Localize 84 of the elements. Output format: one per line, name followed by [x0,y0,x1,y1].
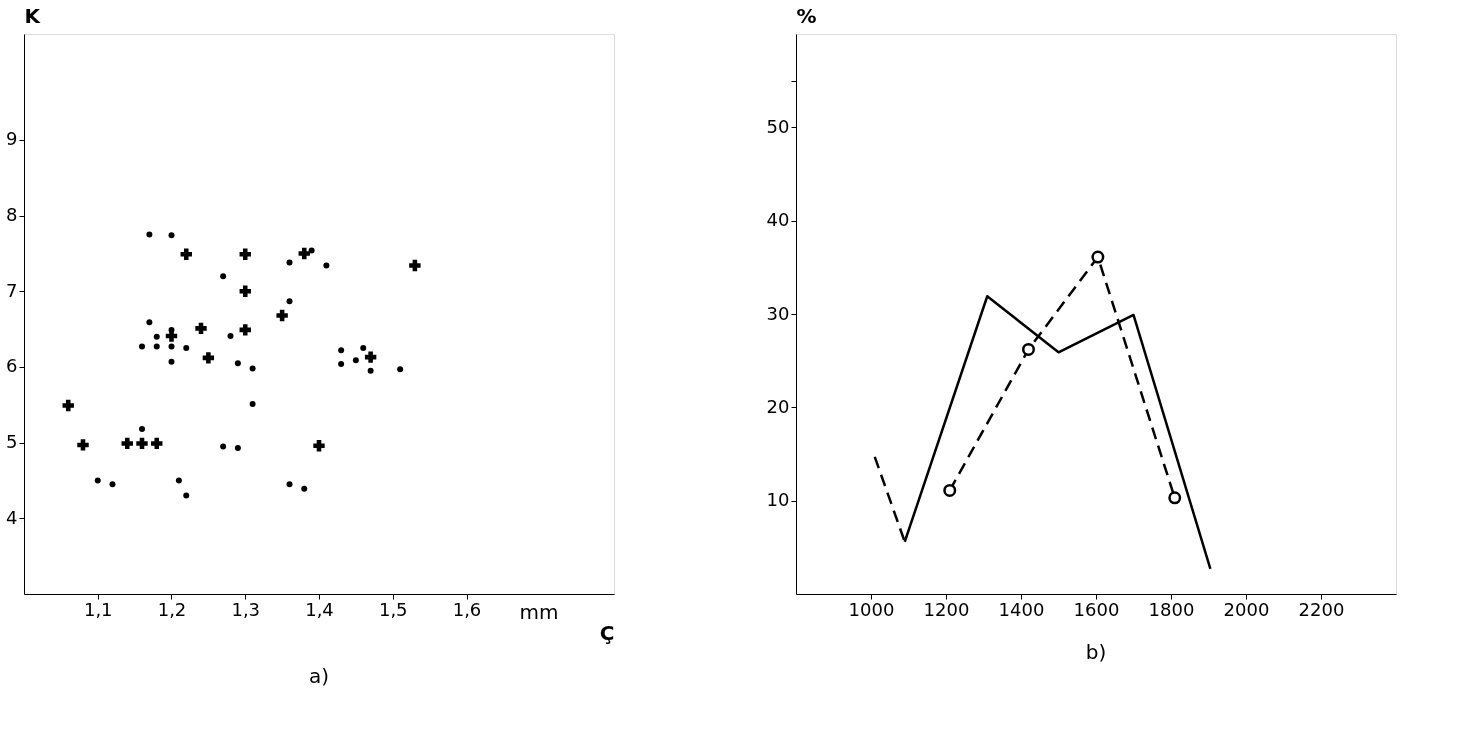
x-tick-label: 1600 [1073,598,1120,620]
point [153,333,160,340]
point [397,366,404,373]
y-tick-label: 30 [766,302,790,324]
y-tick-label: 5 [6,431,18,453]
point [249,401,256,408]
y-tick-label: 4 [6,506,18,528]
point [409,259,421,272]
point [308,247,315,254]
y-tick-label: 10 [766,489,790,511]
x-tick-label: 1,6 [452,598,482,620]
point [249,365,256,372]
point [168,343,175,350]
point [227,332,234,339]
point [364,351,377,363]
x-tick-label: 2000 [1223,598,1270,620]
point [180,248,192,260]
point [298,247,310,260]
point [136,437,148,450]
point [220,443,227,450]
point [168,232,175,239]
x-tick-label: 1,5 [378,598,408,620]
x-tick-label: 1000 [848,598,895,620]
text: a) [308,664,330,688]
point [234,444,241,451]
point [1022,342,1035,356]
point [168,358,175,365]
y-tick-label: 40 [766,209,790,231]
point [338,360,345,367]
point [77,439,89,451]
point [139,426,145,433]
point [313,439,325,452]
point [234,360,241,367]
x-tick-label: 1,4 [305,598,334,620]
point [286,481,293,488]
x-tick-label: 1400 [998,598,1045,620]
point [146,231,153,238]
y-tick-label: 7 [6,279,18,301]
y-axis-title: % [796,3,817,28]
point [175,477,182,484]
y-tick-label: 9 [6,128,18,150]
point [121,437,133,450]
point [323,262,330,269]
point [146,319,153,326]
x-tick-label: 2200 [1298,598,1345,620]
x-tick-label: 1,3 [231,598,261,620]
point [301,485,308,492]
x-tick-label: 1800 [1148,598,1195,620]
text: mm [519,600,559,624]
point [1091,250,1105,264]
point [202,352,215,364]
x-tick-label: 1200 [923,598,970,620]
text: b) [1085,640,1107,664]
point [168,326,175,333]
y-tick-label: 20 [766,395,790,417]
point [183,345,190,352]
point [1168,491,1182,505]
point [153,343,160,350]
point [183,492,190,499]
point [151,437,163,450]
point [338,347,345,354]
point [276,309,288,322]
point [239,248,251,260]
point [286,259,293,266]
y-tick-label: 8 [6,204,18,226]
point [239,324,251,336]
x-tick-label: 1,1 [83,598,113,620]
point [286,298,293,305]
y-tick-label: 6 [6,355,18,377]
x-tick-label: 1,2 [157,598,187,620]
point [139,343,145,350]
point [367,367,374,374]
point [109,481,116,488]
point [360,345,367,352]
point [62,399,74,412]
point [239,285,251,297]
point [943,483,957,497]
x-axis-title: Ç [599,620,615,645]
y-axis-title: K [24,3,42,28]
y-tick-label: 50 [766,115,790,137]
point [94,477,101,484]
point [352,357,359,364]
point [220,273,227,280]
point [195,322,207,335]
